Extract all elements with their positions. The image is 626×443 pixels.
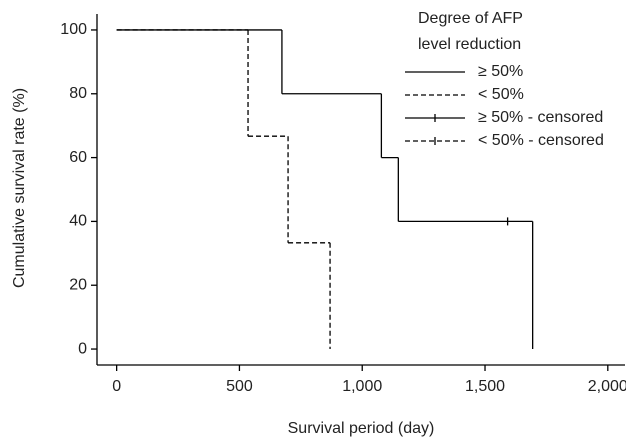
x-tick-label: 1,000 xyxy=(342,378,382,395)
x-tick-label: 2,000 xyxy=(588,378,626,395)
legend-label: < 50% xyxy=(478,86,524,103)
legend-label: < 50% - censored xyxy=(478,132,604,149)
y-tick-label: 0 xyxy=(78,340,87,357)
x-tick-label: 0 xyxy=(112,378,121,395)
legend-label: ≥ 50% xyxy=(478,63,523,80)
y-tick-label: 20 xyxy=(69,276,87,293)
y-tick-label: 60 xyxy=(69,149,87,166)
legend-title: Degree of AFP xyxy=(418,10,523,27)
legend-title: level reduction xyxy=(418,36,521,53)
y-tick-label: 40 xyxy=(69,213,87,230)
x-axis-label: Survival period (day) xyxy=(288,420,435,437)
y-axis-label: Cumulative survival rate (%) xyxy=(11,88,28,288)
x-tick-label: 500 xyxy=(226,378,253,395)
legend-label: ≥ 50% - censored xyxy=(478,109,603,126)
y-tick-label: 100 xyxy=(60,21,87,38)
y-tick-label: 80 xyxy=(69,85,87,102)
x-tick-label: 1,500 xyxy=(465,378,505,395)
